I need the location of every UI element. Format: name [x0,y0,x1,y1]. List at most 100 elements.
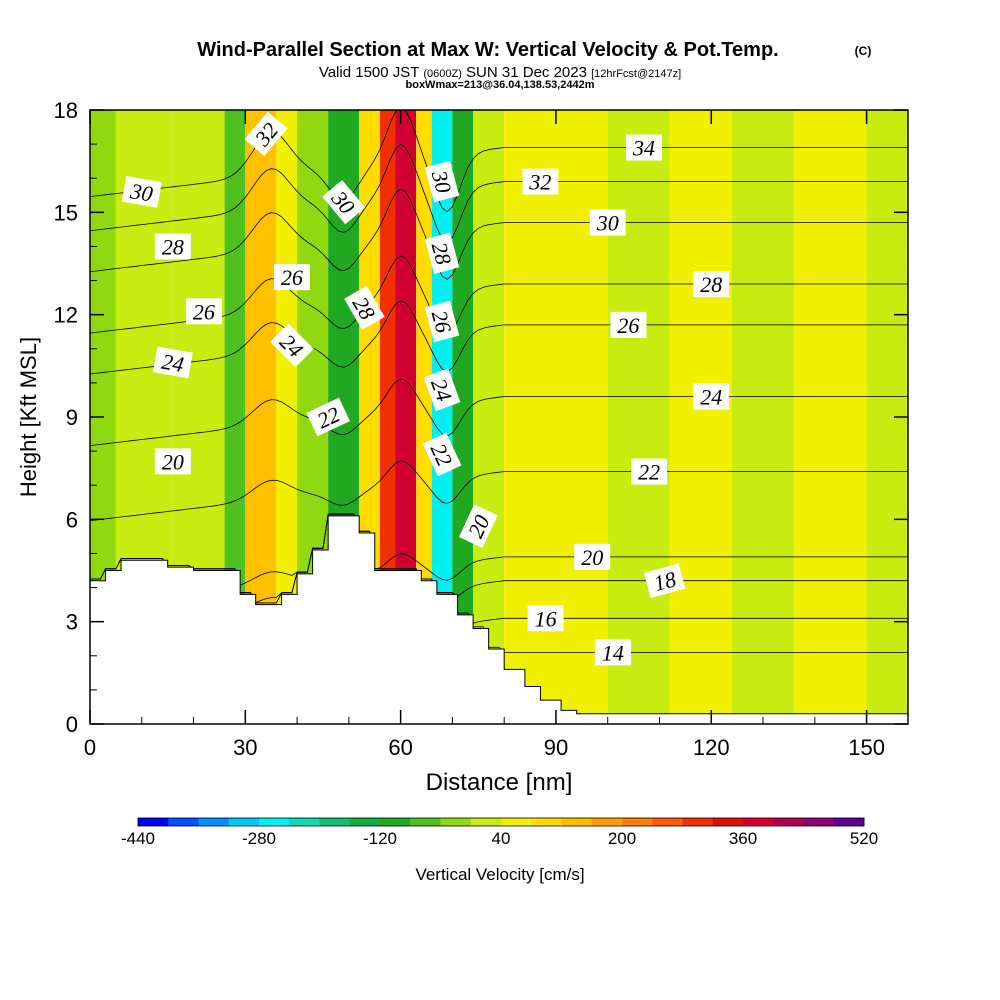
contour-label: 20 [574,543,611,570]
contour-label: 34 [625,134,662,161]
x-axis-title: Distance [nm] [426,769,573,796]
velocity-band [504,110,608,724]
colorbar-swatch [410,818,441,826]
valid-prefix: Valid 1500 JST [319,64,419,81]
contour-label-text: 24 [700,385,722,410]
forecast-info: [12hrFcst@2147z] [591,68,681,80]
box-info: boxWmax=213@36.04,138.53,2442m [406,79,595,91]
valid-zulu: (0600Z) [423,68,462,80]
contour-label: 20 [154,448,191,475]
colorbar-swatch [319,818,351,826]
contour-label-text: 20 [581,545,603,570]
colorbar-swatch [259,818,290,826]
contour-label: 26 [610,311,647,338]
valid-time-line: Valid 1500 JST (0600Z) SUN 31 Dec 2023 [… [319,64,681,81]
contour-label: 22 [631,458,668,485]
copyright-mark: (C) [855,44,872,58]
contour-label-text: 26 [617,313,639,338]
isentrope-line [90,513,908,586]
velocity-band [731,110,795,724]
y-tick-label: 18 [54,98,78,123]
colorbar-swatch [652,818,683,826]
colorbar-tick-label: 200 [608,829,636,848]
colorbar-swatch [531,818,562,826]
isentrope-line [90,188,908,280]
colorbar-swatch [501,818,532,826]
isentrope-contours [90,110,908,653]
colorbar-swatch [168,818,199,826]
contour-label: 26 [273,264,310,291]
y-tick-label: 3 [66,610,78,635]
contour-label-text: 24 [160,349,186,377]
contour-label: 30 [121,175,162,208]
colorbar-swatch [591,818,623,826]
colorbar-swatch [349,818,381,826]
contour-label: 24 [152,346,193,379]
y-axis-title: Height [Kft MSL] [16,337,41,497]
contour-label-text: 34 [632,136,655,161]
colorbar-swatch [803,818,835,826]
contour-label: 18 [643,563,686,598]
colorbar: -440 -280 -120 40 200 360 520 [121,817,878,848]
terrain-mask [89,515,909,725]
y-tick-label: 6 [66,507,78,532]
isentrope-line [90,143,908,244]
x-tick-label: 60 [388,735,412,760]
colorbar-swatch [470,818,502,826]
y-tick-label: 0 [66,712,78,737]
colorbar-swatch [561,818,593,826]
chart-title: Wind-Parallel Section at Max W: Vertical… [197,39,778,61]
x-tick-label: 150 [848,735,885,760]
colorbar-swatch [622,818,653,826]
velocity-band [607,110,670,724]
axes: 0 30 60 90 120 150 0 3 6 9 12 15 18 [54,98,908,760]
colorbar-swatch [682,818,714,826]
contour-label: 28 [154,233,191,260]
colorbar-swatch [712,818,744,826]
colorbar-tick-label: 40 [492,829,511,848]
x-tick-label: 0 [84,735,96,760]
contour-label-text: 32 [528,170,551,195]
contour-label: 24 [423,368,461,412]
colorbar-swatch [289,818,320,826]
contour-label-text: 30 [596,211,619,236]
isentrope-line [90,110,908,213]
contour-label-text: 26 [281,265,303,290]
contour-label: 16 [527,605,564,632]
colorbar-tick-label: 520 [850,829,878,848]
contour-label: 30 [589,209,626,236]
contour-label-text: 28 [162,234,184,259]
colorbar-tick-label: -280 [242,829,276,848]
colorbar-swatch [440,818,472,826]
contour-label-layer: 1416182022242628303234302826242032262422… [121,111,730,666]
contour-label-text: 16 [535,606,557,631]
isentrope-line [90,255,908,336]
colorbar-tick-label: -120 [363,829,397,848]
isentrope-line [90,300,908,375]
contour-label: 14 [594,639,631,666]
contour-label: 28 [693,270,730,297]
colorbar-tick-label: -440 [121,829,155,848]
isentrope-line [90,378,908,447]
x-tick-label: 120 [693,735,730,760]
contour-label-text: 20 [162,449,184,474]
contour-label: 30 [424,160,460,203]
contour-label: 26 [424,300,460,343]
colorbar-swatch [228,818,260,826]
contour-label: 24 [693,383,730,410]
velocity-band [276,110,298,724]
colorbar-swatch [198,818,230,826]
contour-label: 26 [185,298,222,325]
y-tick-label: 9 [66,405,78,430]
x-tick-label: 30 [233,735,257,760]
contour-label: 32 [522,168,559,195]
colorbar-tick-label: 360 [729,829,757,848]
contour-label-text: 26 [193,299,215,324]
colorbar-swatch [138,818,169,826]
contour-label-text: 28 [700,272,722,297]
contour-label: 28 [424,232,460,275]
y-tick-label: 15 [54,200,78,225]
colorbar-swatch [743,818,774,826]
x-tick-label: 90 [544,735,568,760]
